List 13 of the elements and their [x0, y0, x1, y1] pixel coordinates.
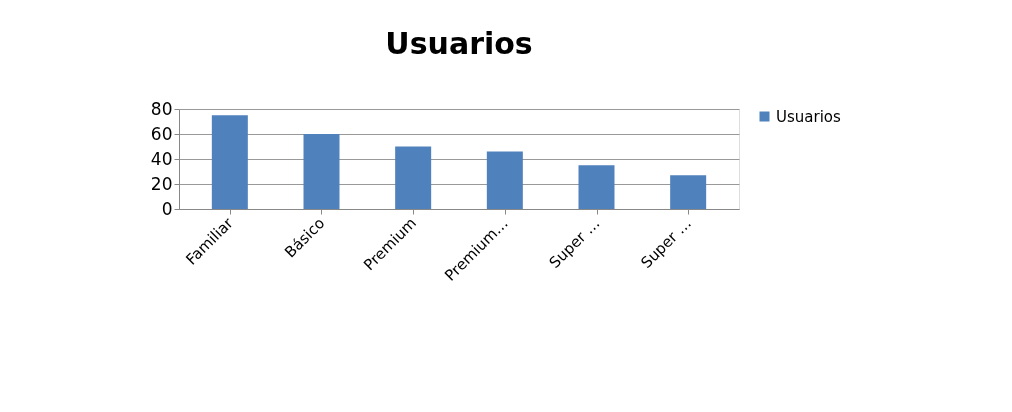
bar: [670, 175, 707, 209]
chart-title: Usuarios: [385, 26, 533, 61]
bar: [578, 165, 615, 209]
bar: [303, 134, 340, 209]
y-tick-label: 80: [150, 98, 173, 119]
legend-label: Usuarios: [776, 107, 841, 126]
y-tick-label: 40: [150, 148, 173, 169]
y-tick-label: 20: [150, 173, 173, 194]
bar: [211, 115, 248, 209]
y-tick-label: 60: [150, 123, 173, 144]
bar: [486, 151, 523, 209]
bar: [395, 146, 432, 209]
y-tick-label: 0: [161, 198, 173, 219]
